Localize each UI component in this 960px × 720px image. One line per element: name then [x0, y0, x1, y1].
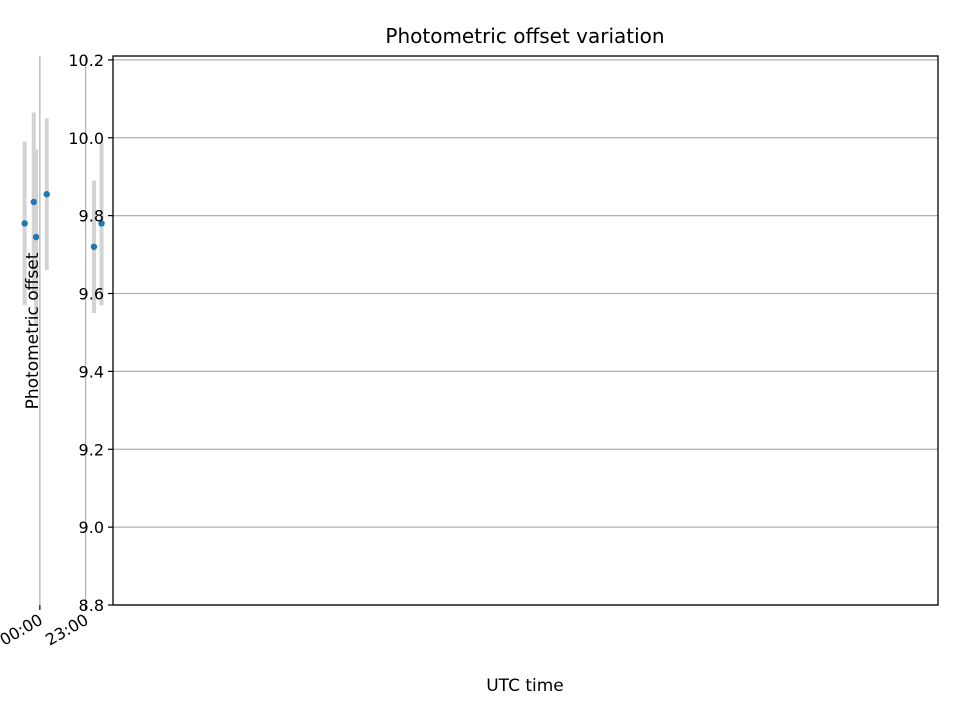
- data-point: [21, 220, 28, 227]
- y-tick-label: 9.0: [79, 518, 104, 537]
- x-axis-title: UTC time: [486, 676, 564, 696]
- chart-title: Photometric offset variation: [385, 24, 664, 48]
- data-point: [90, 243, 98, 250]
- data-point: [98, 220, 105, 227]
- plot-area-background: [113, 56, 938, 605]
- plot-frame: [112, 55, 939, 606]
- y-tick-label: 9.2: [79, 440, 104, 459]
- y-tick-label: 9.6: [79, 285, 104, 304]
- y-tick-label: 9.4: [79, 362, 104, 381]
- y-tick-label: 10.0: [68, 129, 104, 148]
- data-point: [32, 233, 40, 241]
- data-point: [43, 191, 50, 198]
- y-axis-title: Photometric offset: [23, 252, 43, 409]
- data-points: [21, 191, 105, 250]
- y-tick-label: 8.8: [79, 596, 104, 615]
- x-gridlines: [39, 56, 87, 605]
- y-tick-label: 10.2: [68, 51, 104, 70]
- data-point: [30, 198, 37, 206]
- y-tick-label: 9.8: [79, 207, 104, 226]
- y-axis-ticks: 8.8 9.0 9.2 9.4 9.6 9.8 10.0 10.2: [68, 51, 113, 615]
